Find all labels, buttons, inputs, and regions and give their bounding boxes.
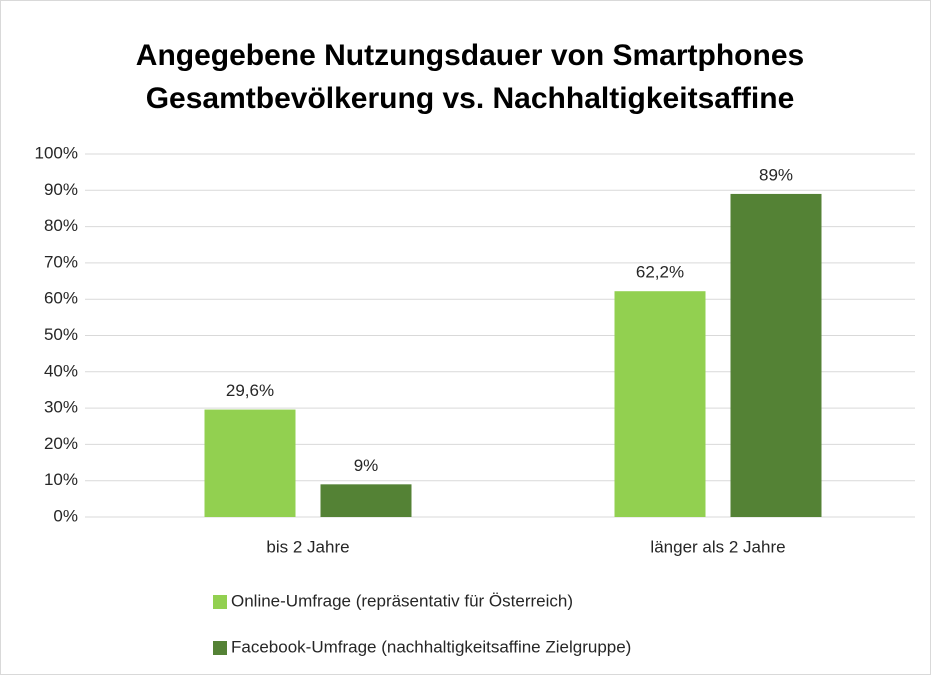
y-tick-label: 0% (53, 506, 78, 525)
data-label: 29,6% (226, 381, 274, 400)
legend-swatch (213, 641, 227, 655)
legend-swatch (213, 595, 227, 609)
y-tick-label: 80% (44, 216, 78, 235)
y-tick-label: 70% (44, 252, 78, 271)
legend-label: Online-Umfrage (repräsentativ für Österr… (231, 591, 573, 610)
data-label: 9% (354, 456, 379, 475)
data-label: 62,2% (636, 263, 684, 282)
chart-title: Angegebene Nutzungsdauer von Smartphones (136, 39, 804, 72)
y-tick-label: 20% (44, 434, 78, 453)
legend-label: Facebook-Umfrage (nachhaltigkeitsaffine … (231, 637, 631, 656)
bar (730, 193, 822, 517)
x-tick-label: länger als 2 Jahre (650, 537, 785, 556)
x-tick-label: bis 2 Jahre (266, 537, 349, 556)
data-label: 89% (759, 165, 793, 184)
chart-title: Gesamtbevölkerung vs. Nachhaltigkeitsaff… (146, 82, 795, 115)
y-tick-label: 40% (44, 361, 78, 380)
bar (320, 484, 412, 517)
y-tick-label: 90% (44, 180, 78, 199)
y-tick-label: 10% (44, 470, 78, 489)
y-tick-label: 30% (44, 398, 78, 417)
bar (614, 291, 706, 517)
y-tick-label: 60% (44, 289, 78, 308)
y-tick-label: 100% (35, 143, 78, 162)
y-tick-label: 50% (44, 325, 78, 344)
bar (204, 409, 296, 517)
